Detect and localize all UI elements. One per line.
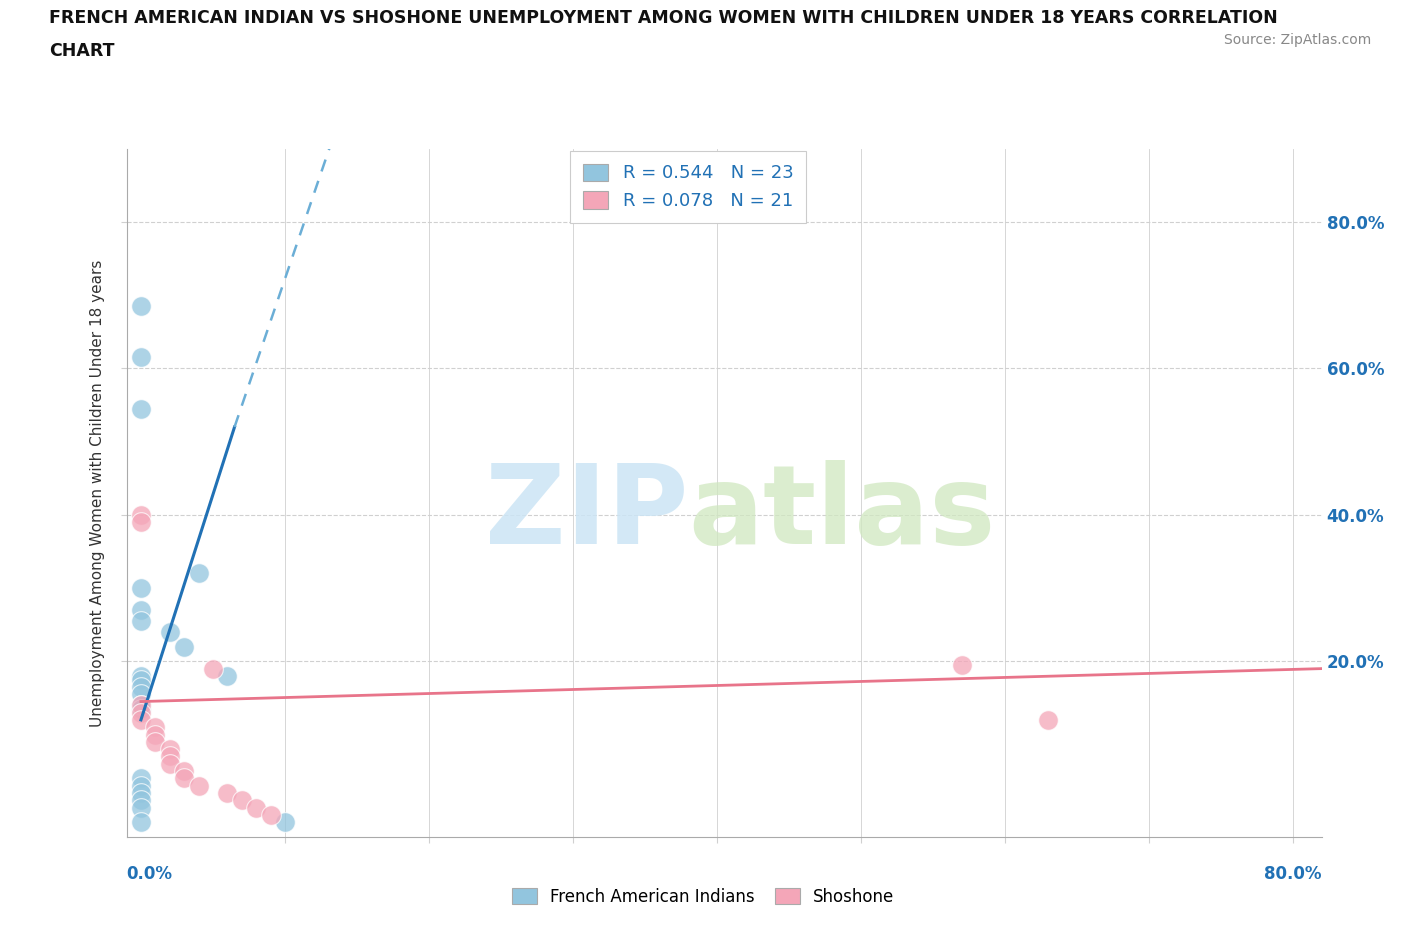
- Point: [129, 603, 152, 618]
- Point: [129, 514, 152, 529]
- Y-axis label: Unemployment Among Women with Children Under 18 years: Unemployment Among Women with Children U…: [90, 259, 105, 726]
- Point: [129, 669, 152, 684]
- Point: [129, 698, 152, 712]
- Point: [143, 720, 166, 735]
- Legend: R = 0.544   N = 23, R = 0.078   N = 21: R = 0.544 N = 23, R = 0.078 N = 21: [571, 151, 806, 223]
- Point: [159, 756, 181, 771]
- Point: [129, 580, 152, 595]
- Point: [129, 672, 152, 687]
- Point: [129, 698, 152, 712]
- Point: [129, 786, 152, 801]
- Point: [129, 801, 152, 816]
- Point: [129, 705, 152, 720]
- Point: [129, 701, 152, 716]
- Point: [129, 614, 152, 629]
- Point: [217, 786, 239, 801]
- Text: ZIP: ZIP: [485, 460, 688, 567]
- Point: [1036, 712, 1059, 727]
- Legend: French American Indians, Shoshone: French American Indians, Shoshone: [505, 881, 901, 912]
- Point: [950, 658, 973, 672]
- Point: [187, 778, 209, 793]
- Point: [173, 764, 195, 778]
- Point: [129, 815, 152, 830]
- Point: [159, 749, 181, 764]
- Point: [129, 401, 152, 416]
- Text: 0.0%: 0.0%: [127, 865, 173, 883]
- Text: CHART: CHART: [49, 42, 115, 60]
- Point: [129, 299, 152, 313]
- Point: [201, 661, 224, 676]
- Text: Source: ZipAtlas.com: Source: ZipAtlas.com: [1223, 33, 1371, 46]
- Point: [187, 566, 209, 581]
- Point: [129, 508, 152, 523]
- Text: FRENCH AMERICAN INDIAN VS SHOSHONE UNEMPLOYMENT AMONG WOMEN WITH CHILDREN UNDER : FRENCH AMERICAN INDIAN VS SHOSHONE UNEMP…: [49, 9, 1278, 27]
- Point: [231, 793, 253, 808]
- Point: [217, 669, 239, 684]
- Point: [129, 680, 152, 695]
- Point: [143, 727, 166, 742]
- Point: [159, 625, 181, 640]
- Point: [245, 801, 267, 816]
- Point: [129, 350, 152, 365]
- Point: [274, 815, 297, 830]
- Point: [129, 686, 152, 701]
- Point: [173, 771, 195, 786]
- Point: [173, 639, 195, 654]
- Text: 80.0%: 80.0%: [1264, 865, 1322, 883]
- Point: [129, 712, 152, 727]
- Point: [143, 735, 166, 750]
- Text: atlas: atlas: [688, 460, 995, 567]
- Point: [129, 778, 152, 793]
- Point: [159, 742, 181, 757]
- Point: [129, 771, 152, 786]
- Point: [259, 807, 281, 822]
- Point: [129, 793, 152, 808]
